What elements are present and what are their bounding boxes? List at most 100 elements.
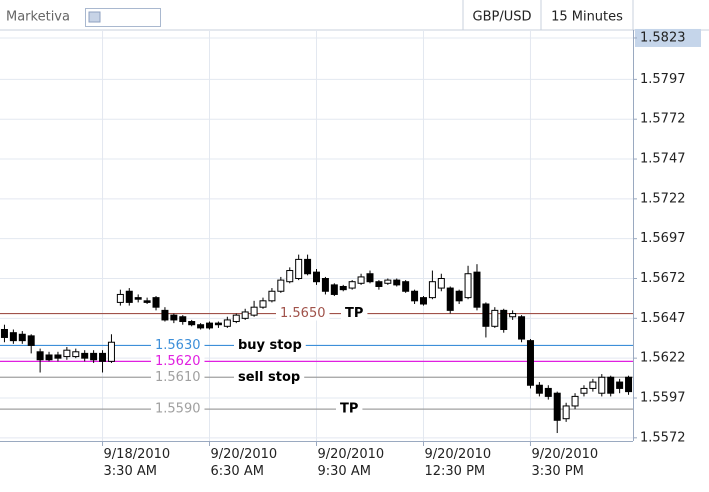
candle-body — [232, 314, 240, 323]
level-price-label: 1.5590 — [155, 402, 201, 417]
candle-body — [286, 270, 294, 283]
label-background — [151, 354, 205, 369]
candle-body — [419, 297, 427, 305]
candle-body — [384, 279, 392, 284]
level-name: TP — [345, 306, 363, 321]
y-tick-label: 1.5797 — [640, 72, 686, 87]
level-name: TP — [340, 402, 358, 417]
candle-body — [143, 300, 151, 303]
y-tick-label: 1.5772 — [640, 112, 686, 127]
candle-body — [152, 297, 160, 308]
candle-body — [107, 341, 115, 362]
current-price-highlight — [635, 28, 701, 47]
candle-body — [428, 281, 436, 299]
candle-body — [598, 376, 606, 394]
candle-body — [339, 285, 347, 291]
label-background — [151, 338, 205, 353]
candle-body — [500, 309, 508, 330]
y-tick-label: 1.5823 — [640, 30, 686, 45]
candle-body — [616, 381, 624, 389]
candle-body — [90, 352, 98, 361]
candle-body — [304, 258, 312, 275]
candle-body — [99, 352, 107, 362]
candle-body — [375, 281, 383, 287]
label-background — [341, 306, 368, 321]
symbol[interactable]: GBP/USD — [473, 10, 532, 25]
candle-body — [625, 376, 633, 393]
candle-body — [411, 290, 419, 302]
y-tick-label: 1.5572 — [640, 430, 686, 445]
x-tick-label: 9/18/2010 3:30 AM — [103, 447, 171, 479]
candle-body — [0, 328, 8, 338]
candle-body — [482, 303, 490, 327]
y-tick-label: 1.5622 — [640, 351, 686, 366]
y-tick-label: 1.5722 — [640, 191, 686, 206]
candle-body — [134, 297, 142, 300]
box-icon — [88, 11, 101, 23]
interval[interactable]: 15 Minutes — [551, 10, 623, 25]
candle-body — [321, 278, 329, 292]
candle-body — [491, 309, 499, 327]
candle-body — [553, 392, 561, 421]
search-box[interactable] — [85, 8, 161, 27]
candle-body — [18, 333, 26, 342]
level-price-label: 1.5620 — [155, 354, 201, 369]
candle-body — [197, 324, 205, 329]
candle-body — [9, 332, 17, 342]
candle-body — [268, 290, 276, 302]
candle-body — [45, 354, 53, 361]
candle-body — [473, 271, 481, 308]
candle-body — [250, 306, 258, 316]
level-price-label: 1.5610 — [155, 370, 201, 385]
y-tick-label: 1.5672 — [640, 271, 686, 286]
candle-body — [36, 351, 44, 361]
candle-body — [580, 387, 588, 394]
candle-body — [54, 354, 62, 359]
x-tick-label: 9/20/2010 6:30 AM — [210, 447, 278, 479]
candle-body — [277, 279, 285, 292]
x-tick-label: 9/20/2010 12:30 PM — [424, 447, 492, 479]
candle-body — [206, 322, 214, 329]
candle-body — [544, 387, 552, 397]
level-name: sell stop — [238, 370, 300, 385]
candle-body — [188, 321, 196, 326]
y-tick-label: 1.5597 — [640, 390, 686, 405]
candle-body — [535, 384, 543, 394]
x-tick-label: 9/20/2010 9:30 AM — [317, 447, 385, 479]
candle-body — [437, 278, 445, 289]
candle-body — [589, 381, 597, 389]
candle-body — [455, 290, 463, 302]
candle-body — [348, 281, 356, 289]
y-tick-label: 1.5697 — [640, 231, 686, 246]
candle-body — [27, 335, 35, 346]
label-background — [151, 370, 205, 385]
candle-body — [464, 273, 472, 299]
candle-body — [241, 311, 249, 319]
candle-body — [179, 316, 187, 323]
candle-body — [214, 322, 222, 326]
brand: Marketiva — [6, 10, 70, 25]
label-background — [234, 338, 306, 353]
candle-body — [170, 314, 178, 321]
candle-body — [526, 340, 534, 386]
candle-body — [402, 281, 410, 292]
candle-body — [161, 309, 169, 321]
candle-body — [562, 405, 570, 420]
candle-body — [446, 287, 454, 311]
candle-body — [518, 316, 526, 340]
level-price-label: 1.5630 — [155, 338, 201, 353]
y-tick-label: 1.5647 — [640, 311, 686, 326]
candle-body — [313, 271, 320, 283]
candle-body — [393, 279, 401, 286]
candle-body — [330, 284, 338, 295]
label-background — [151, 402, 205, 417]
candle-body — [357, 276, 365, 284]
label-background — [234, 370, 305, 385]
candle-body — [63, 349, 71, 358]
candle-body — [607, 376, 615, 394]
label-background — [276, 306, 330, 321]
candle-body — [72, 351, 80, 358]
candle-body — [571, 395, 579, 407]
